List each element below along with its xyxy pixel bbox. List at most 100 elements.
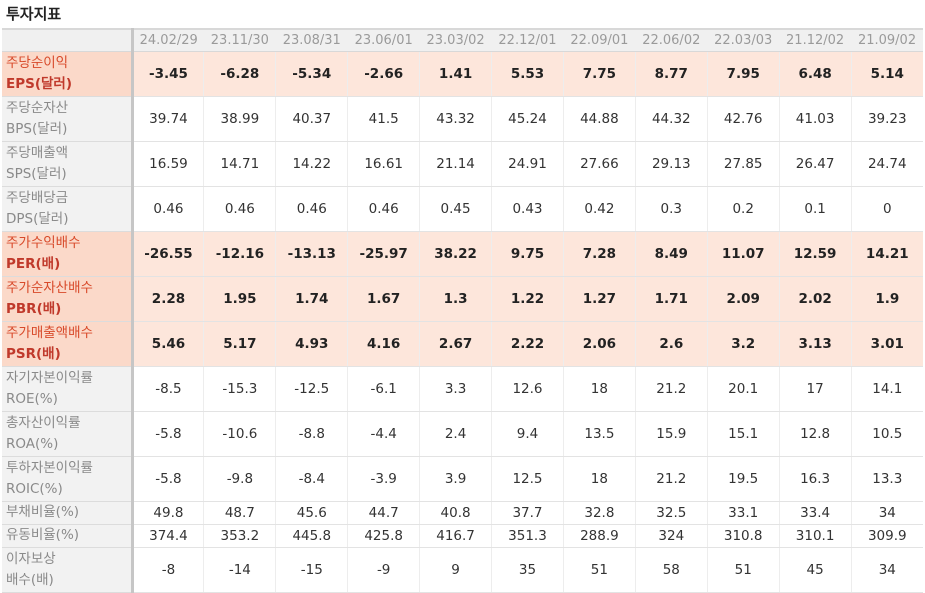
row-label-metric: EPS(달러) [6, 75, 73, 92]
value-cell: 0 [851, 186, 923, 232]
row-label: 주당매출액 SPS(달러) [2, 141, 134, 187]
value-cell: 309.9 [851, 524, 923, 548]
row-label: 부채비율(%) [2, 501, 134, 525]
value-cell: 26.47 [779, 141, 852, 187]
value-cell: 38.22 [419, 231, 493, 277]
value-cell: 13.3 [851, 456, 923, 502]
value-cell: 18 [563, 366, 636, 412]
value-cell: 6.48 [779, 51, 852, 97]
page-title: 투자지표 [6, 5, 62, 23]
table-row: 부채비율(%) 49.8 48.7 45.6 44.7 40.8 37.7 32.8 32.5 3… [2, 501, 923, 525]
value-cell: 32.5 [635, 501, 708, 525]
table-row: 주당배당금 DPS(달러) 0.46 0.46 0.46 0.46 0.45 0.43 0.42… [2, 186, 923, 232]
value-cell: 20.1 [707, 366, 780, 412]
value-cell: -26.55 [132, 231, 205, 277]
table-row: 총자산이익률 ROA(%) -5.8 -10.6 -8.8 -4.4 2.4 9.4 13.5 1… [2, 411, 923, 457]
table-row: 자기자본이익률 ROE(%) -8.5 -15.3 -12.5 -6.1 3.3 12.6 18… [2, 366, 923, 412]
value-cell: 425.8 [347, 524, 421, 548]
value-cell: 1.74 [275, 276, 349, 322]
value-cell: -3.45 [132, 51, 205, 97]
row-label-korean: 주가순자산배수 [6, 279, 93, 296]
row-label-metric: PER(배) [6, 255, 61, 272]
value-cell: -9.8 [203, 456, 277, 502]
value-cell: 33.1 [707, 501, 780, 525]
value-cell: 374.4 [132, 524, 205, 548]
row-label-korean: 부채비율(%) [6, 504, 80, 520]
value-cell: 2.28 [132, 276, 205, 322]
value-cell: 0.46 [347, 186, 421, 232]
value-cell: -15.3 [203, 366, 277, 412]
value-cell: 14.21 [851, 231, 923, 277]
value-cell: 43.32 [419, 96, 493, 142]
value-cell: -8 [132, 547, 205, 593]
row-label-metric: ROIC(%) [6, 480, 63, 497]
value-cell: 29.13 [635, 141, 708, 187]
value-cell: 13.5 [563, 411, 636, 457]
row-label-korean: 자기자본이익률 [6, 369, 93, 386]
value-cell: -3.9 [347, 456, 421, 502]
value-cell: 12.8 [779, 411, 852, 457]
row-label: 주가매출액배수 PSR(배) [2, 321, 134, 367]
value-cell: 44.32 [635, 96, 708, 142]
value-cell: 12.59 [779, 231, 852, 277]
value-cell: 7.28 [563, 231, 636, 277]
value-cell: 2.22 [491, 321, 564, 367]
value-cell: 39.23 [851, 96, 923, 142]
value-cell: 0.45 [419, 186, 493, 232]
value-cell: 12.5 [491, 456, 564, 502]
row-label-korean: 주가매출액배수 [6, 324, 93, 341]
value-cell: 27.85 [707, 141, 780, 187]
value-cell: 16.3 [779, 456, 852, 502]
table-row: 주가매출액배수 PSR(배) 5.46 5.17 4.93 4.16 2.67 2.22 2.0… [2, 321, 923, 367]
value-cell: 45.6 [275, 501, 349, 525]
value-cell: 48.7 [203, 501, 277, 525]
value-cell: -10.6 [203, 411, 277, 457]
value-cell: 2.4 [419, 411, 493, 457]
value-cell: 33.4 [779, 501, 852, 525]
value-cell: 3.9 [419, 456, 493, 502]
value-cell: 12.6 [491, 366, 564, 412]
value-cell: 42.76 [707, 96, 780, 142]
value-cell: 0.1 [779, 186, 852, 232]
row-label-korean: 이자보상 [6, 550, 56, 567]
row-label: 총자산이익률 ROA(%) [2, 411, 134, 457]
column-header-date: 22.09/01 [563, 28, 636, 52]
value-cell: 1.9 [851, 276, 923, 322]
row-label-metric: 배수(배) [6, 571, 54, 588]
table-body: 주당순이익 EPS(달러) -3.45 -6.28 -5.34 -2.66 1.41 5.53… [2, 51, 923, 593]
value-cell: -5.34 [275, 51, 349, 97]
value-cell: 21.2 [635, 456, 708, 502]
value-cell: 44.88 [563, 96, 636, 142]
row-label-metric: SPS(달러) [6, 165, 67, 182]
value-cell: -2.66 [347, 51, 421, 97]
value-cell: 41.03 [779, 96, 852, 142]
value-cell: 21.2 [635, 366, 708, 412]
value-cell: 1.67 [347, 276, 421, 322]
value-cell: -8.8 [275, 411, 349, 457]
value-cell: 8.77 [635, 51, 708, 97]
value-cell: 41.5 [347, 96, 421, 142]
row-label-korean: 투하자본이익률 [6, 459, 93, 476]
value-cell: 1.71 [635, 276, 708, 322]
row-label: 유동비율(%) [2, 524, 134, 548]
value-cell: 2.06 [563, 321, 636, 367]
row-label-metric: ROA(%) [6, 435, 59, 452]
value-cell: -9 [347, 547, 421, 593]
value-cell: -8.5 [132, 366, 205, 412]
value-cell: -15 [275, 547, 349, 593]
value-cell: -4.4 [347, 411, 421, 457]
row-label-korean: 유동비율(%) [6, 527, 80, 543]
row-label: 주당순자산 BPS(달러) [2, 96, 134, 142]
row-label: 자기자본이익률 ROE(%) [2, 366, 134, 412]
value-cell: 310.1 [779, 524, 852, 548]
value-cell: 353.2 [203, 524, 277, 548]
value-cell: 1.22 [491, 276, 564, 322]
value-cell: 0.46 [203, 186, 277, 232]
row-label-metric: ROE(%) [6, 390, 58, 407]
value-cell: 9 [419, 547, 493, 593]
header-row: 24.02/29 23.11/30 23.08/31 23.06/01 23.03/02… [2, 28, 923, 52]
value-cell: -6.1 [347, 366, 421, 412]
value-cell: 14.22 [275, 141, 349, 187]
column-header-date: 24.02/29 [132, 28, 204, 52]
table-row: 주당순자산 BPS(달러) 39.74 38.99 40.37 41.5 43.32 45.2… [2, 96, 923, 142]
